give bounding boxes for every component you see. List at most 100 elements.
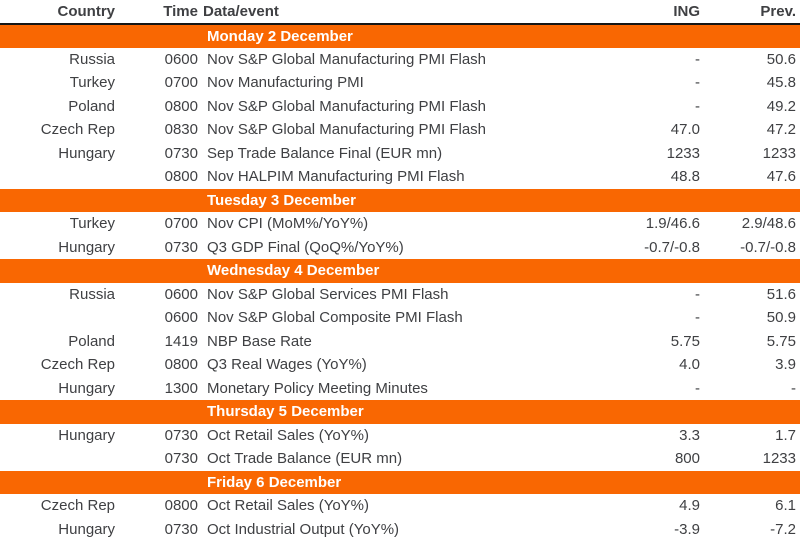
cell-ing: - bbox=[600, 95, 700, 119]
cell-ing: 3.3 bbox=[600, 424, 700, 448]
cell-ing: - bbox=[600, 48, 700, 72]
cell-country: Hungary bbox=[0, 377, 115, 401]
cell-prev: 6.1 bbox=[700, 494, 800, 518]
cell-event: Nov HALPIM Manufacturing PMI Flash bbox=[198, 165, 600, 189]
day-band-label: Tuesday 3 December bbox=[0, 189, 800, 213]
cell-country: Hungary bbox=[0, 142, 115, 166]
cell-country: Russia bbox=[0, 48, 115, 72]
cell-country: Hungary bbox=[0, 518, 115, 541]
cell-country bbox=[0, 447, 115, 471]
cell-event: Oct Retail Sales (YoY%) bbox=[198, 494, 600, 518]
col-header-time: Time bbox=[115, 0, 198, 24]
cell-prev: 1233 bbox=[700, 447, 800, 471]
cell-time: 0800 bbox=[115, 353, 198, 377]
cell-time: 1300 bbox=[115, 377, 198, 401]
cell-ing: - bbox=[600, 71, 700, 95]
cell-country: Hungary bbox=[0, 424, 115, 448]
cell-country: Czech Rep bbox=[0, 494, 115, 518]
cell-time: 0600 bbox=[115, 48, 198, 72]
cell-event: Nov S&P Global Manufacturing PMI Flash bbox=[198, 118, 600, 142]
cell-ing: - bbox=[600, 283, 700, 307]
day-band-row: Thursday 5 December bbox=[0, 400, 800, 424]
cell-ing: 800 bbox=[600, 447, 700, 471]
cell-ing: -3.9 bbox=[600, 518, 700, 541]
cell-event: Q3 GDP Final (QoQ%/YoY%) bbox=[198, 236, 600, 260]
cell-event: Oct Trade Balance (EUR mn) bbox=[198, 447, 600, 471]
day-band-row: Tuesday 3 December bbox=[0, 189, 800, 213]
cell-ing: 4.0 bbox=[600, 353, 700, 377]
cell-prev: 47.2 bbox=[700, 118, 800, 142]
cell-ing: - bbox=[600, 306, 700, 330]
cell-prev: 49.2 bbox=[700, 95, 800, 119]
cell-country: Turkey bbox=[0, 71, 115, 95]
cell-event: Nov S&P Global Manufacturing PMI Flash bbox=[198, 95, 600, 119]
cell-country bbox=[0, 165, 115, 189]
cell-ing: -0.7/-0.8 bbox=[600, 236, 700, 260]
cell-event: Nov S&P Global Services PMI Flash bbox=[198, 283, 600, 307]
cell-prev: 5.75 bbox=[700, 330, 800, 354]
col-header-ing: ING bbox=[600, 0, 700, 24]
cell-event: Oct Retail Sales (YoY%) bbox=[198, 424, 600, 448]
cell-time: 1419 bbox=[115, 330, 198, 354]
cell-prev: 45.8 bbox=[700, 71, 800, 95]
cell-event: NBP Base Rate bbox=[198, 330, 600, 354]
day-band-row: Monday 2 December bbox=[0, 24, 800, 48]
cell-event: Nov Manufacturing PMI bbox=[198, 71, 600, 95]
cell-prev: -7.2 bbox=[700, 518, 800, 541]
cell-event: Oct Industrial Output (YoY%) bbox=[198, 518, 600, 541]
cell-prev: 1233 bbox=[700, 142, 800, 166]
cell-time: 0730 bbox=[115, 424, 198, 448]
cell-time: 0700 bbox=[115, 71, 198, 95]
cell-event: Sep Trade Balance Final (EUR mn) bbox=[198, 142, 600, 166]
cell-prev: -0.7/-0.8 bbox=[700, 236, 800, 260]
cell-country: Czech Rep bbox=[0, 118, 115, 142]
cell-country: Hungary bbox=[0, 236, 115, 260]
cell-country: Turkey bbox=[0, 212, 115, 236]
cell-prev: 2.9/48.6 bbox=[700, 212, 800, 236]
day-band-row: Friday 6 December bbox=[0, 471, 800, 495]
cell-country: Russia bbox=[0, 283, 115, 307]
cell-event: Nov CPI (MoM%/YoY%) bbox=[198, 212, 600, 236]
cell-country bbox=[0, 306, 115, 330]
cell-prev: 3.9 bbox=[700, 353, 800, 377]
cell-ing: - bbox=[600, 377, 700, 401]
cell-time: 0730 bbox=[115, 142, 198, 166]
cell-ing: 48.8 bbox=[600, 165, 700, 189]
cell-prev: 50.6 bbox=[700, 48, 800, 72]
day-band-label: Wednesday 4 December bbox=[0, 259, 800, 283]
day-band-label: Friday 6 December bbox=[0, 471, 800, 495]
cell-time: 0800 bbox=[115, 165, 198, 189]
day-band-label: Thursday 5 December bbox=[0, 400, 800, 424]
header-row: Country Time Data/event ING Prev. bbox=[0, 0, 800, 24]
cell-time: 0800 bbox=[115, 95, 198, 119]
cell-ing: 1.9/46.6 bbox=[600, 212, 700, 236]
cell-event: Monetary Policy Meeting Minutes bbox=[198, 377, 600, 401]
cell-time: 0600 bbox=[115, 306, 198, 330]
col-header-prev: Prev. bbox=[700, 0, 800, 24]
cell-ing: 4.9 bbox=[600, 494, 700, 518]
cell-country: Czech Rep bbox=[0, 353, 115, 377]
cell-time: 0730 bbox=[115, 447, 198, 471]
cell-country: Poland bbox=[0, 330, 115, 354]
day-band-label: Monday 2 December bbox=[0, 24, 800, 48]
cell-prev: 50.9 bbox=[700, 306, 800, 330]
cell-time: 0600 bbox=[115, 283, 198, 307]
cell-time: 0800 bbox=[115, 494, 198, 518]
cell-time: 0730 bbox=[115, 518, 198, 541]
cell-time: 0700 bbox=[115, 212, 198, 236]
